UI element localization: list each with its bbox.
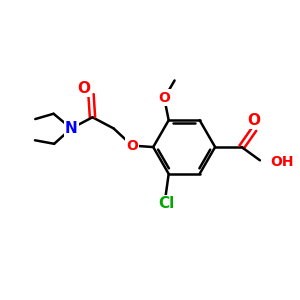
Text: OH: OH xyxy=(270,155,294,169)
Text: Cl: Cl xyxy=(158,196,175,211)
Text: N: N xyxy=(65,121,78,136)
Text: O: O xyxy=(126,139,138,153)
Text: O: O xyxy=(158,91,170,104)
Text: O: O xyxy=(77,81,90,96)
Text: O: O xyxy=(248,113,260,128)
